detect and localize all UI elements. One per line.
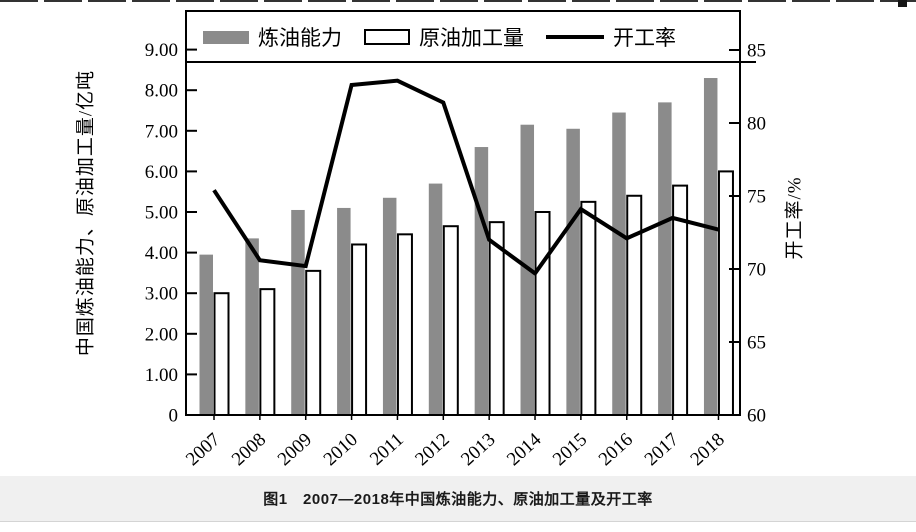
bar-crude-throughput-2018 (717, 170, 734, 416)
x-axis-tick-label-2008: 2008 (228, 429, 270, 470)
legend-label-utilization-rate: 开工率 (613, 26, 676, 50)
figure-caption: 图1 2007—2018年中国炼油能力、原油加工量及开工率 (263, 491, 653, 508)
bar-crude-throughput-2014 (534, 211, 551, 416)
right-axis-tick-label: 60 (747, 406, 766, 427)
left-axis-tick-label: 0 (169, 406, 179, 427)
left-axis-tick-label: 1.00 (145, 365, 178, 386)
left-axis-tick-label: 8.00 (145, 81, 178, 102)
left-axis-tick-label: 3.00 (145, 284, 178, 305)
plot-frame (185, 10, 741, 416)
x-axis-tick-label-2010: 2010 (320, 429, 362, 470)
bar-refining-capacity-2011 (382, 197, 397, 415)
right-axis-tick-label: 70 (747, 260, 766, 281)
bar-refining-capacity-2013 (474, 147, 489, 416)
x-axis-tick-label-2009: 2009 (274, 429, 316, 470)
right-axis-tick-label: 85 (747, 41, 766, 62)
legend-label-crude-throughput: 原油加工量 (419, 26, 524, 50)
figure-1-chart: 0 1.00 2.00 3.00 4.00 5.00 6.00 7.00 8.00 9.00 60 6… (75, 10, 806, 470)
left-axis-tick-label: 4.00 (145, 243, 178, 264)
crude-throughput-swatch-icon (364, 29, 410, 45)
bar-refining-capacity-2017 (658, 102, 672, 415)
x-axis-tick-label-2016: 2016 (595, 429, 637, 470)
bar-crude-throughput-2011 (396, 233, 413, 416)
left-axis-title: 中国炼油能力、原油加工量/亿吨 (75, 69, 97, 357)
caption-band: 图1 2007—2018年中国炼油能力、原油加工量及开工率 (0, 476, 916, 522)
bar-refining-capacity-2008 (245, 238, 259, 415)
utilization-rate-line (212, 78, 719, 277)
left-axis-tick-label: 6.00 (145, 162, 178, 183)
x-axis-tick-label-2013: 2013 (457, 429, 499, 470)
x-axis-tick-label-2007: 2007 (182, 429, 224, 470)
x-axis-tick-label-2012: 2012 (411, 429, 453, 470)
bar-refining-capacity-2015 (566, 128, 580, 415)
bar-refining-capacity-2007 (199, 254, 213, 415)
bar-refining-capacity-2009 (291, 209, 305, 415)
bar-crude-throughput-2016 (626, 194, 643, 416)
bar-crude-throughput-2015 (580, 200, 597, 416)
left-axis-tick-label: 2.00 (145, 324, 178, 345)
bar-crude-throughput-2007 (213, 292, 230, 417)
bar-refining-capacity-2018 (703, 78, 718, 416)
clipped-text-mark (898, 0, 907, 7)
right-axis-tick-label: 75 (747, 187, 766, 208)
refining-capacity-swatch-icon (203, 30, 249, 44)
bar-refining-capacity-2016 (612, 112, 626, 415)
chart-legend: 炼油能力 原油加工量 开工率 (187, 13, 756, 63)
legend-item-crude-throughput: 原油加工量 (364, 22, 524, 52)
x-axis-tick-label-2015: 2015 (549, 429, 591, 470)
legend-item-utilization-rate: 开工率 (546, 22, 676, 52)
bar-crude-throughput-2008 (259, 288, 276, 417)
x-axis-tick-label-2011: 2011 (366, 429, 408, 470)
right-axis-tick-label: 65 (747, 333, 766, 354)
x-axis-tick-label-2018: 2018 (687, 429, 729, 470)
bar-crude-throughput-2009 (305, 269, 322, 416)
left-axis-tick-label: 7.00 (145, 121, 178, 142)
bar-crude-throughput-2010 (351, 243, 368, 416)
bar-crude-throughput-2012 (442, 225, 459, 416)
bar-refining-capacity-2012 (428, 183, 443, 415)
right-axis-tick-label: 80 (747, 114, 766, 135)
left-axis-tick-label: 9.00 (145, 40, 178, 61)
legend-label-refining-capacity: 炼油能力 (258, 26, 342, 50)
x-axis-tick-label-2014: 2014 (503, 429, 546, 470)
left-axis-tick-label: 5.00 (145, 203, 178, 224)
legend-item-refining-capacity: 炼油能力 (203, 22, 342, 52)
bar-refining-capacity-2010 (337, 207, 351, 415)
clipped-text-row (0, 0, 916, 2)
utilization-rate-line-icon (546, 35, 604, 39)
right-axis-title: 开工率/% (784, 176, 806, 260)
x-axis-tick-label-2017: 2017 (641, 429, 683, 470)
